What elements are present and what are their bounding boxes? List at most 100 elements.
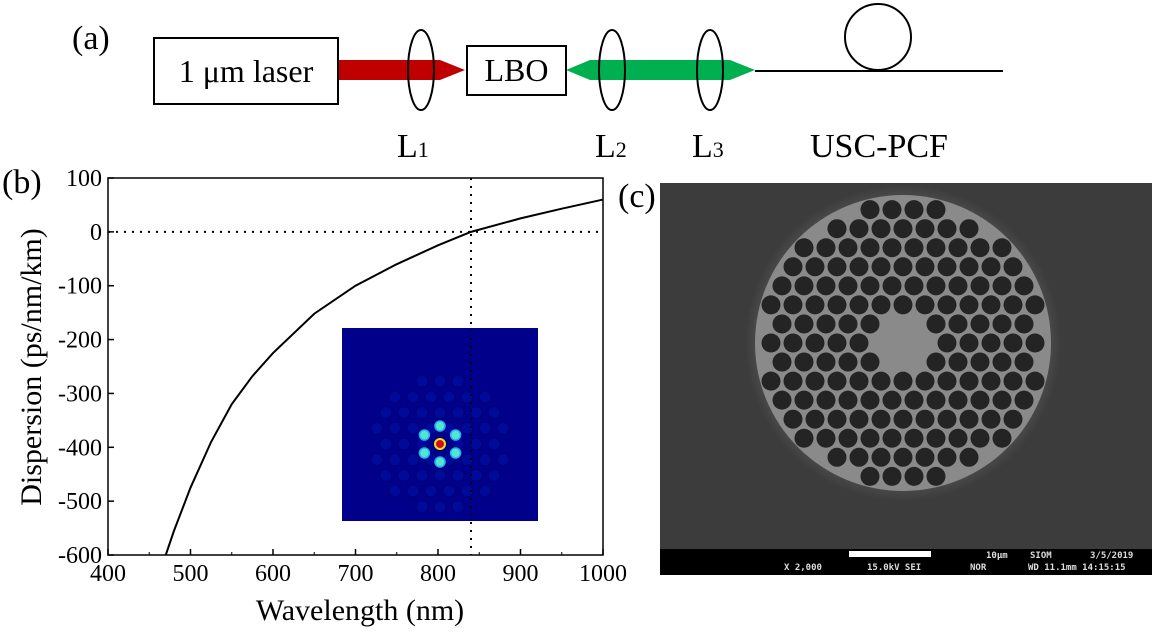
air-hole — [816, 390, 836, 410]
x-tick-label: 1000 — [579, 561, 627, 587]
air-hole — [783, 409, 803, 429]
panel-b-label: (b) — [2, 164, 42, 201]
mode-lobe — [434, 456, 446, 468]
y-tick-label: -400 — [58, 435, 102, 461]
sem-voltage: 15.0kV SEI — [867, 563, 922, 573]
air-hole — [915, 257, 935, 277]
air-hole — [794, 428, 814, 448]
air-hole — [794, 352, 814, 372]
air-hole — [849, 295, 869, 315]
air-hole — [816, 428, 836, 448]
air-hole — [992, 314, 1012, 334]
lens-subscript: 1 — [417, 137, 429, 162]
air-hole — [1025, 333, 1045, 353]
air-hole — [915, 219, 935, 239]
air-hole — [981, 333, 1001, 353]
air-hole — [827, 295, 847, 315]
fiber-label: USC-PCF — [810, 128, 948, 165]
x-tick-label: 400 — [90, 561, 126, 587]
air-hole — [871, 295, 891, 315]
inset-hole — [433, 406, 447, 420]
x-tick-label: 700 — [338, 561, 374, 587]
air-hole — [849, 447, 869, 467]
air-hole — [860, 428, 880, 448]
lens-l2 — [598, 29, 626, 111]
air-hole — [959, 447, 979, 467]
inset-hole — [433, 374, 447, 388]
air-hole — [838, 238, 858, 258]
inset-hole — [415, 500, 429, 514]
y-tick-label: 0 — [90, 220, 102, 246]
lens-label-l3: L3 — [692, 130, 724, 164]
air-hole — [882, 238, 902, 258]
sem-image — [660, 183, 1152, 550]
air-hole — [805, 371, 825, 391]
air-hole — [959, 371, 979, 391]
air-hole — [948, 238, 968, 258]
y-tick-label: -500 — [58, 489, 102, 515]
air-hole — [871, 257, 891, 277]
air-hole — [783, 333, 803, 353]
air-hole — [761, 295, 781, 315]
air-hole — [959, 295, 979, 315]
air-hole — [827, 257, 847, 277]
air-hole — [970, 314, 990, 334]
air-hole — [948, 428, 968, 448]
mode-center — [434, 438, 446, 450]
air-hole — [860, 238, 880, 258]
air-hole — [860, 200, 880, 220]
sem-date: 3/5/2019 — [1090, 551, 1134, 561]
inset-hole — [451, 406, 465, 420]
inset-hole — [460, 453, 474, 467]
inset-hole — [397, 406, 411, 420]
air-hole — [926, 276, 946, 296]
air-hole — [948, 276, 968, 296]
air-hole — [849, 219, 869, 239]
air-hole — [860, 352, 880, 372]
panel-a-label: (a) — [72, 20, 110, 57]
air-hole — [970, 390, 990, 410]
x-axis-label: Wavelength (nm) — [255, 594, 465, 627]
air-hole — [838, 314, 858, 334]
air-hole — [849, 371, 869, 391]
air-hole — [783, 257, 803, 277]
air-hole — [882, 466, 902, 486]
inset-hole — [442, 484, 456, 498]
lbo-box: LBO — [466, 45, 567, 96]
inset-hole — [424, 484, 438, 498]
air-hole — [948, 352, 968, 372]
air-hole — [981, 409, 1001, 429]
lens-letter: L — [692, 128, 713, 165]
air-hole — [926, 390, 946, 410]
air-hole — [838, 276, 858, 296]
air-hole — [926, 428, 946, 448]
lens-subscript: 3 — [712, 137, 724, 162]
inset-hole — [415, 374, 429, 388]
air-hole — [970, 238, 990, 258]
air-hole — [761, 333, 781, 353]
air-hole — [915, 409, 935, 429]
air-hole — [805, 333, 825, 353]
air-hole — [959, 409, 979, 429]
air-hole — [1003, 371, 1023, 391]
inset-hole — [451, 500, 465, 514]
mode-field-inset — [342, 328, 538, 521]
air-hole — [937, 333, 957, 353]
air-hole — [1014, 352, 1034, 372]
air-hole — [937, 257, 957, 277]
air-hole — [915, 371, 935, 391]
air-hole — [783, 371, 803, 391]
setup-diagram — [338, 3, 1003, 111]
lens-l3 — [696, 29, 724, 111]
air-hole — [838, 428, 858, 448]
sem-mode: NOR — [970, 563, 987, 573]
air-hole — [794, 314, 814, 334]
inset-hole — [433, 468, 447, 482]
inset-hole — [442, 390, 456, 404]
air-hole — [937, 371, 957, 391]
air-hole — [1003, 409, 1023, 429]
lens-letter: L — [397, 128, 418, 165]
air-hole — [816, 276, 836, 296]
air-hole — [893, 371, 913, 391]
